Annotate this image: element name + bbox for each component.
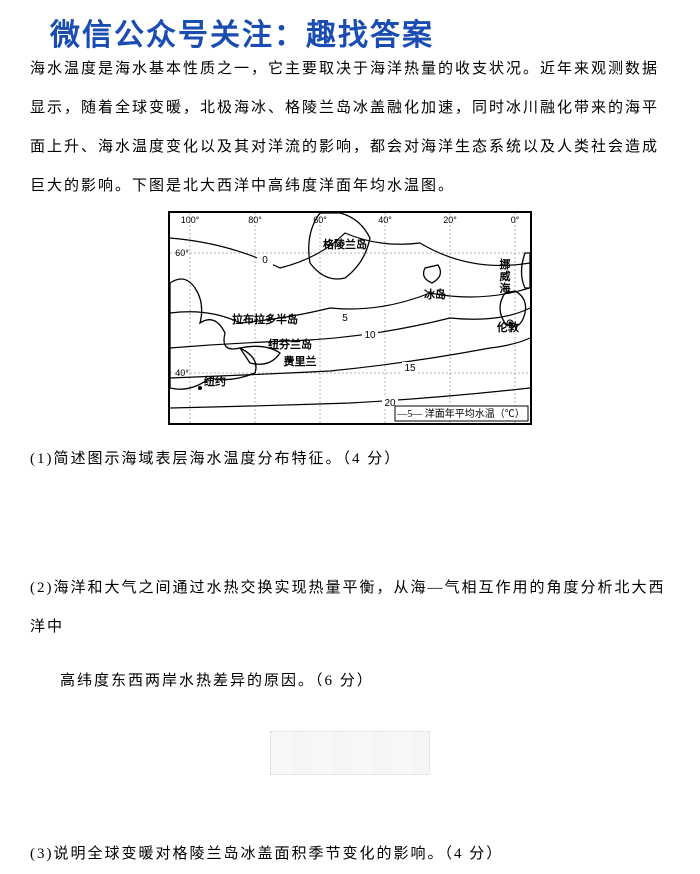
svg-text:伦敦: 伦敦 [497, 320, 520, 334]
svg-text:0: 0 [262, 255, 268, 266]
svg-text:5: 5 [342, 313, 348, 324]
question-3: (3)说明全球变暖对格陵兰岛冰盖面积季节变化的影响。（4 分） [30, 835, 670, 874]
svg-text:40°: 40° [378, 215, 392, 225]
svg-text:—5— 洋面年平均水温（℃）: —5— 洋面年平均水温（℃） [396, 407, 525, 420]
svg-text:60°: 60° [175, 248, 189, 258]
svg-text:15: 15 [404, 363, 416, 374]
question-2-line1: (2)海洋和大气之间通过水热交换实现热量平衡，从海—气相互作用的角度分析北大西洋… [30, 569, 670, 647]
svg-text:0°: 0° [511, 215, 520, 225]
svg-text:20: 20 [384, 398, 396, 409]
svg-text:10: 10 [364, 330, 376, 341]
svg-text:纽芬兰岛: 纽芬兰岛 [268, 337, 312, 351]
watermark-text: 微信公众号关注：趣找答案 [50, 10, 434, 54]
question-1: (1)简述图示海域表层海水温度分布特征。（4 分） [30, 440, 670, 479]
svg-text:纽约: 纽约 [204, 374, 226, 388]
intro-paragraph: 海水温度是海水基本性质之一，它主要取决于海洋热量的收支状况。近年来观测数据显示，… [30, 50, 670, 206]
svg-text:40°: 40° [175, 368, 189, 378]
map-figure: 100°80°60°40°20°0°60°40°05101520格陵兰岛冰岛挪威… [168, 211, 532, 425]
smudge-area [270, 731, 430, 775]
svg-text:80°: 80° [248, 215, 262, 225]
svg-text:格陵兰岛: 格陵兰岛 [323, 237, 367, 251]
svg-text:20°: 20° [443, 215, 457, 225]
map-container: 100°80°60°40°20°0°60°40°05101520格陵兰岛冰岛挪威… [30, 211, 670, 425]
question-2-line2: 高纬度东西两岸水热差异的原因。（6 分） [30, 662, 670, 701]
svg-text:挪威海: 挪威海 [500, 257, 511, 295]
svg-text:拉布拉多半岛: 拉布拉多半岛 [232, 312, 298, 326]
svg-text:100°: 100° [181, 215, 200, 225]
map-svg: 100°80°60°40°20°0°60°40°05101520格陵兰岛冰岛挪威… [170, 213, 530, 423]
svg-text:冰岛: 冰岛 [424, 287, 446, 301]
